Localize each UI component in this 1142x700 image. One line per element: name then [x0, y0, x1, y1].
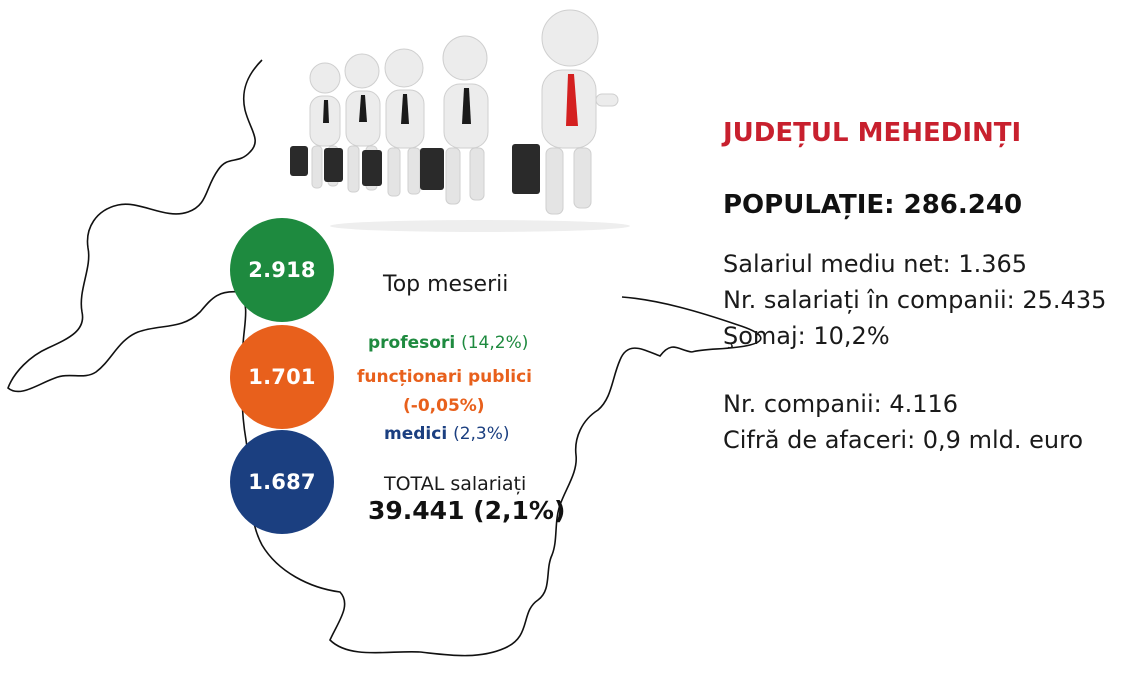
job-name: funcționari publici: [357, 367, 533, 387]
job-count-value: 1.701: [248, 365, 316, 389]
job-count-circle-2: 1.701: [230, 325, 334, 429]
job-name: medici: [384, 424, 448, 444]
total-employees-value: 39.441 (2,1%): [368, 496, 566, 525]
businessman-figure-leader: [512, 9, 619, 215]
job-count-circle-1: 2.918: [230, 218, 334, 322]
population-value: POPULAȚIE: 286.240: [723, 190, 1023, 220]
businessman-figure: [362, 48, 425, 197]
businessmen-walking-icon: [290, 9, 630, 232]
job-label-1: profesori (14,2%): [368, 333, 528, 353]
job-label-3: medici (2,3%): [384, 424, 510, 444]
stat-unemployment: Şomaj: 10,2%: [723, 322, 890, 350]
shadow: [330, 220, 630, 232]
job-count-circle-3: 1.687: [230, 430, 334, 534]
stat-average-salary: Salariul mediu net: 1.365: [723, 250, 1028, 278]
stat-turnover: Cifră de afaceri: 0,9 mld. euro: [723, 426, 1084, 454]
stat-company-count: Nr. companii: 4.116: [723, 390, 959, 418]
job-change: (2,3%): [453, 424, 510, 444]
county-border: [7, 59, 263, 393]
job-change: (14,2%): [461, 333, 529, 353]
county-border-east: [621, 296, 762, 353]
job-count-value: 1.687: [248, 470, 316, 494]
job-name: profesori: [368, 333, 456, 353]
job-count-value: 2.918: [248, 258, 316, 282]
stat-employees-in-companies: Nr. salariați în companii: 25.435: [723, 286, 1107, 314]
county-title: JUDEȚUL MEHEDINȚI: [723, 118, 1022, 148]
job-change: (-0,05%): [403, 396, 485, 416]
job-label-2: funcționari publici: [357, 367, 532, 387]
businessman-figure: [420, 35, 489, 205]
top-jobs-heading: Top meserii: [383, 272, 509, 297]
total-employees-label: TOTAL salariați: [384, 473, 527, 495]
job-label-2-change: (-0,05%): [403, 396, 485, 416]
